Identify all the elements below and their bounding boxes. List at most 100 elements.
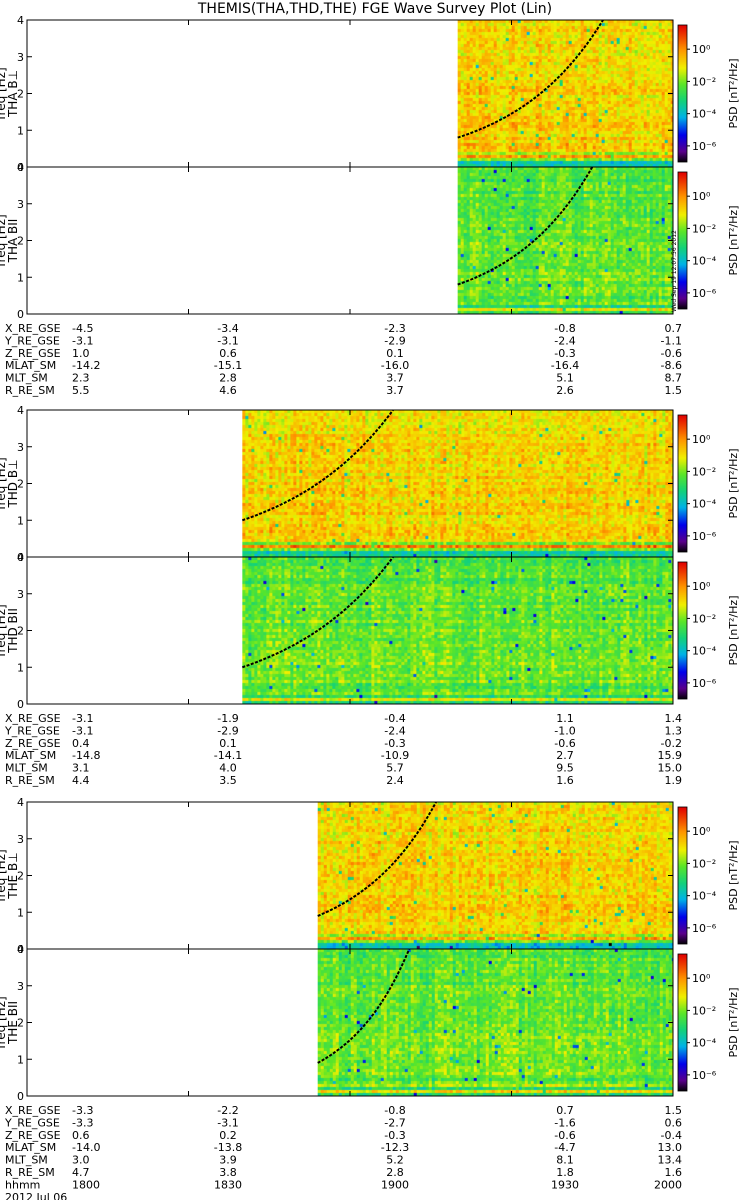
panel-the-perp: 0 1 2 3 4 THE B⊥freq [Hz] 10⁰ 10⁻² 10⁻⁴ 10⁻⁶ PSD […: [0, 796, 740, 956]
ephemeris-value: 1930: [551, 1178, 579, 1191]
ephemeris-value: 4.6: [219, 384, 237, 397]
ephemeris-value: -16.0: [381, 359, 409, 372]
ephemeris-value: 0.7: [665, 322, 683, 335]
ephemeris-value: 1.6: [665, 1166, 683, 1179]
ephemeris-table-the: X_RE_GSE -3.3 -2.2 -0.8 0.7 1.5 Y_RE_GSE -3.3 -3…: [4, 1104, 682, 1200]
colorbar-tick-label: 10⁻²: [692, 75, 716, 88]
colorbar-label: PSD [nT²/Hz]: [727, 205, 740, 275]
ephemeris-value: 0.7: [556, 1104, 574, 1117]
y-tick-label: 2: [17, 625, 24, 638]
ephemeris-value: 1.4: [665, 712, 683, 725]
colorbar-tick-label: 10⁻⁴: [692, 890, 717, 903]
ephemeris-value: 1.1: [556, 712, 574, 725]
ephemeris-value: 1.3: [665, 724, 683, 737]
ephemeris-value: -2.4: [554, 334, 575, 347]
colorbar-tick-label: 10⁻²: [692, 857, 716, 870]
ephemeris-value: -3.4: [217, 322, 238, 335]
ion-cyclotron-curve: [457, 19, 604, 139]
ion-cyclotron-curve: [241, 409, 394, 522]
y-tick-label: 1: [17, 124, 24, 137]
ephemeris-value: -0.3: [384, 1129, 405, 1142]
colorbar-tick-label: 10⁰: [692, 972, 711, 985]
ephemeris-value: -2.9: [384, 334, 405, 347]
ephemeris-value: 3.7: [386, 384, 404, 397]
ephemeris-value: -3.1: [72, 334, 93, 347]
y-tick-label: 3: [17, 198, 24, 211]
colorbar-label: PSD [nT²/Hz]: [727, 448, 740, 518]
ephemeris-value: -0.6: [554, 1129, 575, 1142]
y-tick-label: 2: [17, 870, 24, 883]
colorbar-tick-label: 10⁻⁴: [692, 255, 717, 268]
page-title: THEMIS(THA,THD,THE) FGE Wave Survey Plot…: [197, 1, 553, 17]
ephemeris-value: 1800: [72, 1178, 100, 1191]
panel-y-label: THE BII: [6, 1001, 20, 1045]
y-tick-label: 3: [17, 588, 24, 601]
spectrogram: [242, 410, 674, 557]
ephemeris-value: 5.5: [72, 384, 90, 397]
ephemeris-value: 3.1: [72, 762, 90, 775]
timestamp-stamp: Wed Sep 19 12:07:56 2012: [671, 230, 678, 312]
panel-y-label: THA B⊥: [6, 70, 20, 118]
ephemeris-row-label: Z_RE_GSE: [5, 737, 61, 750]
ephemeris-value: 0.6: [665, 1116, 683, 1129]
ephemeris-value: 15.0: [658, 762, 683, 775]
panel-y-label: THE B⊥: [6, 852, 20, 899]
colorbar-tick-label: 10⁻⁴: [692, 108, 717, 121]
ephemeris-row-label: MLAT_SM: [5, 359, 56, 372]
ephemeris-row-label: hhmm: [5, 1178, 40, 1191]
colorbar: [678, 415, 687, 552]
ephemeris-value: -3.1: [72, 712, 93, 725]
ephemeris-row-label: Y_RE_GSE: [4, 1116, 60, 1129]
colorbar-tick-label: 10⁰: [692, 190, 711, 203]
panel-y-unit: freq [Hz]: [0, 604, 8, 656]
ephemeris-row-label: MLAT_SM: [5, 1141, 56, 1154]
ephemeris-value: -0.3: [384, 737, 405, 750]
colorbar-tick-label: 10⁻⁶: [692, 530, 717, 543]
ephemeris-value: 0.6: [219, 347, 237, 360]
colorbar-label: PSD [nT²/Hz]: [727, 58, 740, 128]
ephemeris-value: 0.4: [72, 737, 90, 750]
date-label: 2012 Jul 06: [5, 1191, 67, 1200]
y-tick-label: 0: [17, 551, 24, 564]
y-tick-label: 4: [17, 404, 24, 417]
ephemeris-value: -4.7: [554, 1141, 575, 1154]
ephemeris-value: 0.1: [386, 347, 404, 360]
ephemeris-value: -13.8: [214, 1141, 242, 1154]
y-tick-label: 1: [17, 1053, 24, 1066]
colorbar-label: PSD [nT²/Hz]: [727, 840, 740, 910]
colorbar-label: PSD [nT²/Hz]: [727, 595, 740, 665]
y-tick-label: 1: [17, 271, 24, 284]
y-tick-label: 2: [17, 1017, 24, 1030]
ephemeris-value: -14.8: [72, 749, 100, 762]
ephemeris-value: 4.4: [72, 774, 90, 787]
colorbar-tick-label: 10⁻²: [692, 1004, 716, 1017]
y-tick-label: 0: [17, 943, 24, 956]
ephemeris-value: -0.2: [661, 737, 682, 750]
colorbar: [678, 172, 687, 309]
ephemeris-value: -10.9: [381, 749, 409, 762]
ephemeris-value: 5.1: [556, 372, 574, 385]
panel-tha-perp: 0 1 2 3 4 THA B⊥freq [Hz] 10⁰ 10⁻² 10⁻⁴ 10⁻⁶ PSD […: [0, 14, 740, 174]
ephemeris-value: 2.8: [219, 372, 237, 385]
ephemeris-value: -3.1: [72, 724, 93, 737]
ephemeris-value: 1.5: [665, 384, 683, 397]
ephemeris-value: -0.8: [554, 322, 575, 335]
panel-y-label: THD BII: [6, 608, 20, 654]
panel-y-unit: freq [Hz]: [0, 67, 8, 119]
ephemeris-value: -3.3: [72, 1116, 93, 1129]
ephemeris-value: -1.1: [661, 334, 682, 347]
spectrogram: [457, 20, 673, 167]
y-tick-label: 0: [17, 308, 24, 321]
ephemeris-value: 5.7: [386, 762, 404, 775]
colorbar-tick-label: 10⁻²: [692, 612, 716, 625]
ephemeris-row-label: MLT_SM: [5, 372, 48, 385]
ephemeris-value: 4.7: [72, 1166, 90, 1179]
colorbar: [678, 807, 687, 944]
ephemeris-value: -0.6: [661, 347, 682, 360]
ephemeris-value: 3.9: [219, 1154, 237, 1167]
colorbar-tick-label: 10⁻⁴: [692, 645, 717, 658]
ephemeris-row-label: MLT_SM: [5, 762, 48, 775]
